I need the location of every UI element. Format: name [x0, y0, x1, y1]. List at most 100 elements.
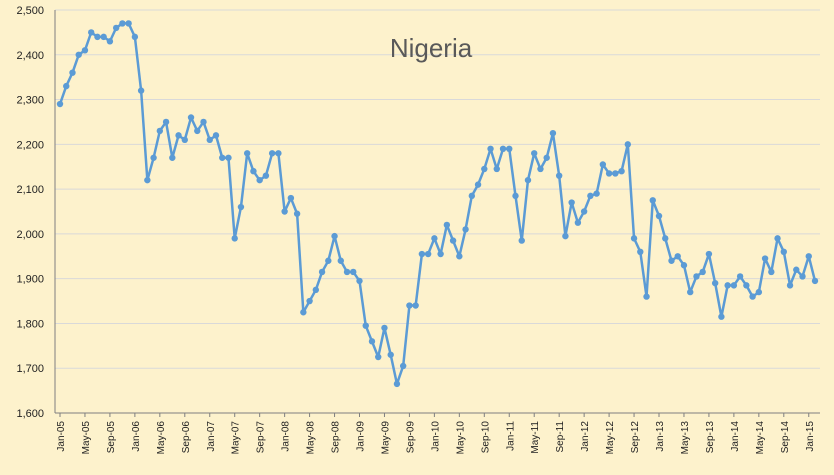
data-point	[699, 268, 706, 276]
data-point	[468, 192, 476, 200]
data-point	[368, 338, 376, 345]
chart-title: Nigeria	[390, 33, 473, 63]
x-tick-label: Jan-13	[655, 421, 666, 452]
data-point	[94, 33, 101, 41]
data-point	[574, 219, 582, 226]
data-point	[730, 282, 738, 289]
data-point	[318, 268, 326, 276]
data-point	[506, 145, 513, 153]
data-point	[412, 302, 419, 309]
data-point	[431, 235, 438, 242]
x-tick-label: Sep-05	[106, 421, 117, 454]
data-point	[493, 165, 500, 173]
y-tick-label: 2,000	[16, 229, 44, 241]
x-tick-label: Jan-12	[580, 421, 591, 452]
x-tick-label: Sep-11	[555, 421, 566, 453]
data-point	[268, 150, 276, 157]
data-point	[705, 250, 713, 258]
data-point	[755, 288, 763, 296]
data-point	[524, 176, 532, 184]
data-point	[531, 150, 538, 157]
y-tick-label: 1,800	[16, 318, 44, 330]
data-point	[75, 51, 82, 58]
data-point	[250, 168, 257, 175]
x-tick-label: May-09	[380, 421, 391, 455]
data-point	[331, 232, 338, 240]
x-tick-label: Sep-12	[630, 421, 641, 454]
data-point	[518, 237, 525, 244]
data-point	[424, 250, 432, 258]
data-point	[680, 262, 688, 269]
data-point	[655, 212, 663, 220]
data-point	[350, 268, 357, 276]
data-point	[668, 257, 675, 264]
data-point	[736, 273, 744, 280]
data-point	[237, 203, 245, 211]
data-point	[63, 82, 70, 90]
data-point	[200, 118, 207, 126]
data-point	[555, 172, 563, 179]
data-point	[799, 273, 806, 280]
data-point	[137, 87, 145, 94]
x-tick-label: Jan-05	[56, 421, 67, 452]
x-tick-label: Jan-14	[730, 421, 741, 452]
x-tick-label: Sep-14	[780, 421, 791, 454]
x-tick-label: Sep-08	[331, 421, 342, 454]
data-point	[112, 24, 120, 32]
data-point	[131, 33, 139, 41]
data-point	[243, 150, 251, 157]
x-tick-label: Sep-06	[181, 421, 192, 454]
data-point	[786, 282, 794, 289]
data-point	[662, 235, 669, 242]
data-point	[643, 293, 650, 300]
data-point	[543, 154, 550, 161]
data-point	[437, 250, 444, 258]
x-tick-label: May-07	[231, 421, 242, 455]
data-point	[356, 277, 363, 285]
x-tick-label: Sep-09	[405, 421, 416, 454]
x-tick-label: May-06	[156, 421, 167, 455]
x-tick-label: May-12	[605, 421, 616, 455]
data-point	[618, 168, 625, 175]
data-point	[805, 253, 812, 260]
x-tick-label: May-11	[530, 421, 541, 454]
data-point	[724, 282, 731, 289]
data-point	[718, 313, 725, 320]
x-tick-label: Jan-08	[281, 421, 292, 452]
data-point	[306, 297, 313, 305]
data-point	[562, 232, 569, 240]
y-tick-label: 2,400	[16, 50, 44, 62]
data-point	[219, 154, 226, 161]
x-tick-label: Jan-15	[805, 421, 816, 452]
x-tick-label: May-14	[755, 421, 766, 455]
data-point	[119, 20, 126, 27]
data-point	[256, 176, 263, 184]
data-point	[187, 114, 195, 121]
data-point	[580, 208, 588, 215]
x-tick-label: Sep-07	[256, 421, 267, 454]
data-point	[293, 210, 301, 217]
data-point	[212, 132, 220, 139]
data-point	[150, 154, 157, 161]
data-point	[206, 136, 213, 144]
data-point	[194, 127, 201, 135]
data-point	[443, 221, 451, 229]
x-tick-label: Jan-09	[356, 421, 367, 452]
data-point	[793, 266, 800, 273]
x-tick-label: Sep-10	[480, 421, 491, 454]
data-point	[768, 268, 775, 276]
data-point	[780, 248, 787, 255]
data-point	[225, 154, 232, 161]
data-point	[593, 190, 600, 197]
data-point	[169, 154, 176, 161]
data-point	[612, 170, 619, 177]
data-point	[69, 69, 76, 76]
data-point	[537, 165, 544, 173]
data-point	[687, 288, 694, 296]
data-point	[449, 237, 457, 244]
data-point	[399, 362, 407, 370]
data-point	[387, 351, 394, 358]
data-point	[624, 141, 632, 148]
series-line	[58, 22, 817, 386]
